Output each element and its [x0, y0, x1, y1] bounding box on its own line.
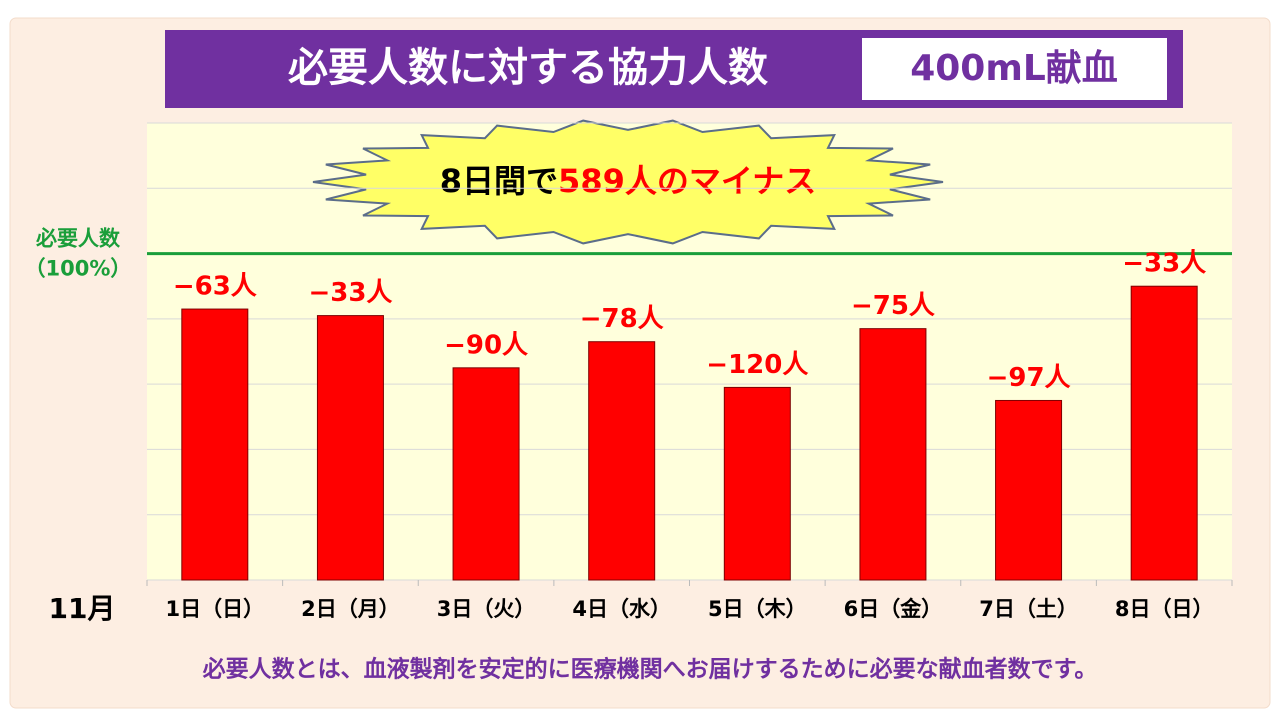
annotation: 8日間で589人のマイナス [440, 162, 816, 200]
value-label: −75人 [851, 291, 935, 321]
annotation-part: 589人のマイナス [558, 162, 816, 200]
value-label: −90人 [444, 330, 528, 360]
bar [181, 308, 249, 581]
bar [1130, 285, 1198, 581]
bar [452, 367, 520, 581]
x-tick-label: 7日（土） [979, 597, 1078, 621]
badge-box [862, 38, 1167, 100]
bar [859, 328, 927, 581]
x-tick-label: 6日（金） [844, 597, 943, 621]
burst-group [312, 119, 944, 245]
value-label: −120人 [706, 350, 808, 380]
x-tick-label: 4日（水） [572, 597, 671, 621]
badge: 400mL献血 [910, 48, 1118, 89]
bar [723, 386, 791, 581]
bar [316, 315, 384, 581]
value-label: −97人 [987, 363, 1071, 393]
annotation-part: 8日間で [440, 162, 558, 200]
value-label: −33人 [308, 278, 392, 308]
footnote: 必要人数とは、血液製剤を安定的に医療機関へお届けするために必要な献血者数です。 [203, 656, 1098, 683]
chart-title: 必要人数に対する協力人数 [288, 45, 768, 91]
value-label: −33人 [1122, 249, 1206, 279]
x-tick-label: 3日（火） [437, 597, 536, 621]
reference-label: 必要人数 [36, 227, 121, 251]
x-axis-label: 11月 [49, 592, 116, 625]
reference-label: （100%） [25, 257, 132, 281]
value-label: −78人 [580, 304, 664, 334]
x-tick-label: 8日（日） [1115, 597, 1214, 621]
value-label: −63人 [173, 272, 257, 302]
starburst [312, 119, 944, 245]
x-tick-label: 5日（木） [708, 597, 807, 621]
bar [588, 341, 656, 581]
x-tick-label: 1日（日） [166, 597, 265, 621]
x-tick-label: 2日（月） [301, 597, 400, 621]
bar [995, 399, 1063, 581]
